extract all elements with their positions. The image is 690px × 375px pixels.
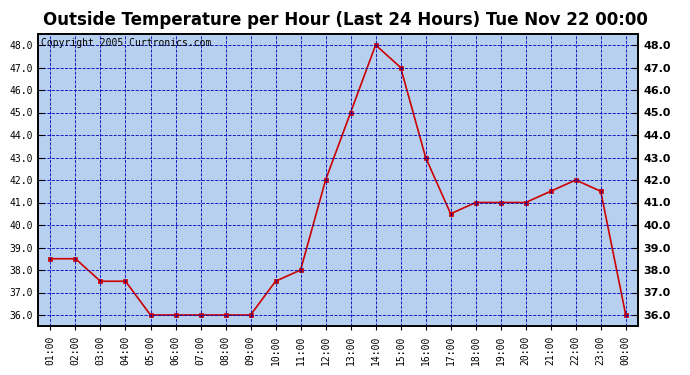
- Text: Outside Temperature per Hour (Last 24 Hours) Tue Nov 22 00:00: Outside Temperature per Hour (Last 24 Ho…: [43, 11, 647, 29]
- Text: Copyright 2005 Curtronics.com: Copyright 2005 Curtronics.com: [41, 38, 211, 48]
